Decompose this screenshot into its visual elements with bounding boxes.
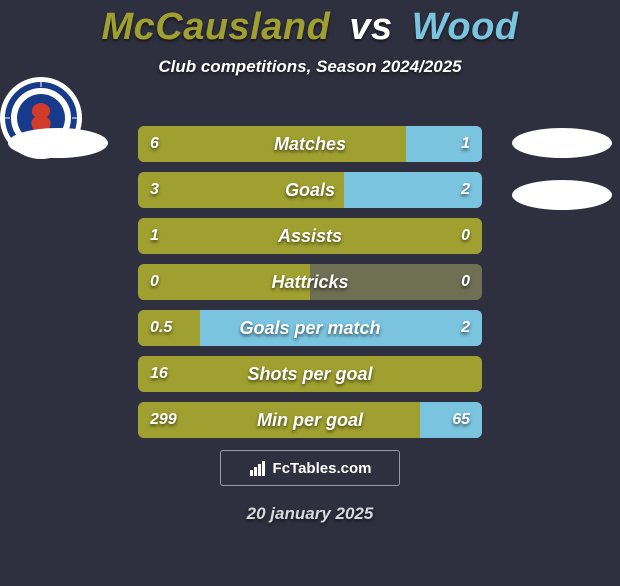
stat-row: 61Matches [138,126,482,162]
stat-label: Min per goal [138,402,482,438]
stat-label: Goals per match [138,310,482,346]
stat-row: 16Shots per goal [138,356,482,392]
stat-label: Shots per goal [138,356,482,392]
stat-row: 29965Min per goal [138,402,482,438]
team-badge-right-bottom [512,180,612,210]
player1-name: McCausland [101,6,330,48]
subtitle: Club competitions, Season 2024/2025 [0,57,620,77]
vs-label: vs [349,6,392,48]
stat-row: 10Assists [138,218,482,254]
stat-row: 0.52Goals per match [138,310,482,346]
stat-label: Matches [138,126,482,162]
page-date: 20 january 2025 [0,504,620,524]
stat-row: 32Goals [138,172,482,208]
stats-container: 61Matches 32Goals 10Assists 00Hattricks 0.52… [138,126,482,448]
stat-row: 00Hattricks [138,264,482,300]
site-logo-label: FcTables.com [273,460,372,477]
stat-label: Assists [138,218,482,254]
chart-icon [249,459,267,477]
stat-label: Goals [138,172,482,208]
team-badge-left-top [8,128,108,158]
team-badge-right-top [512,128,612,158]
stat-label: Hattricks [138,264,482,300]
player2-name: Wood [412,6,519,48]
site-logo[interactable]: FcTables.com [220,450,400,486]
page-title: McCausland vs Wood [0,6,620,49]
